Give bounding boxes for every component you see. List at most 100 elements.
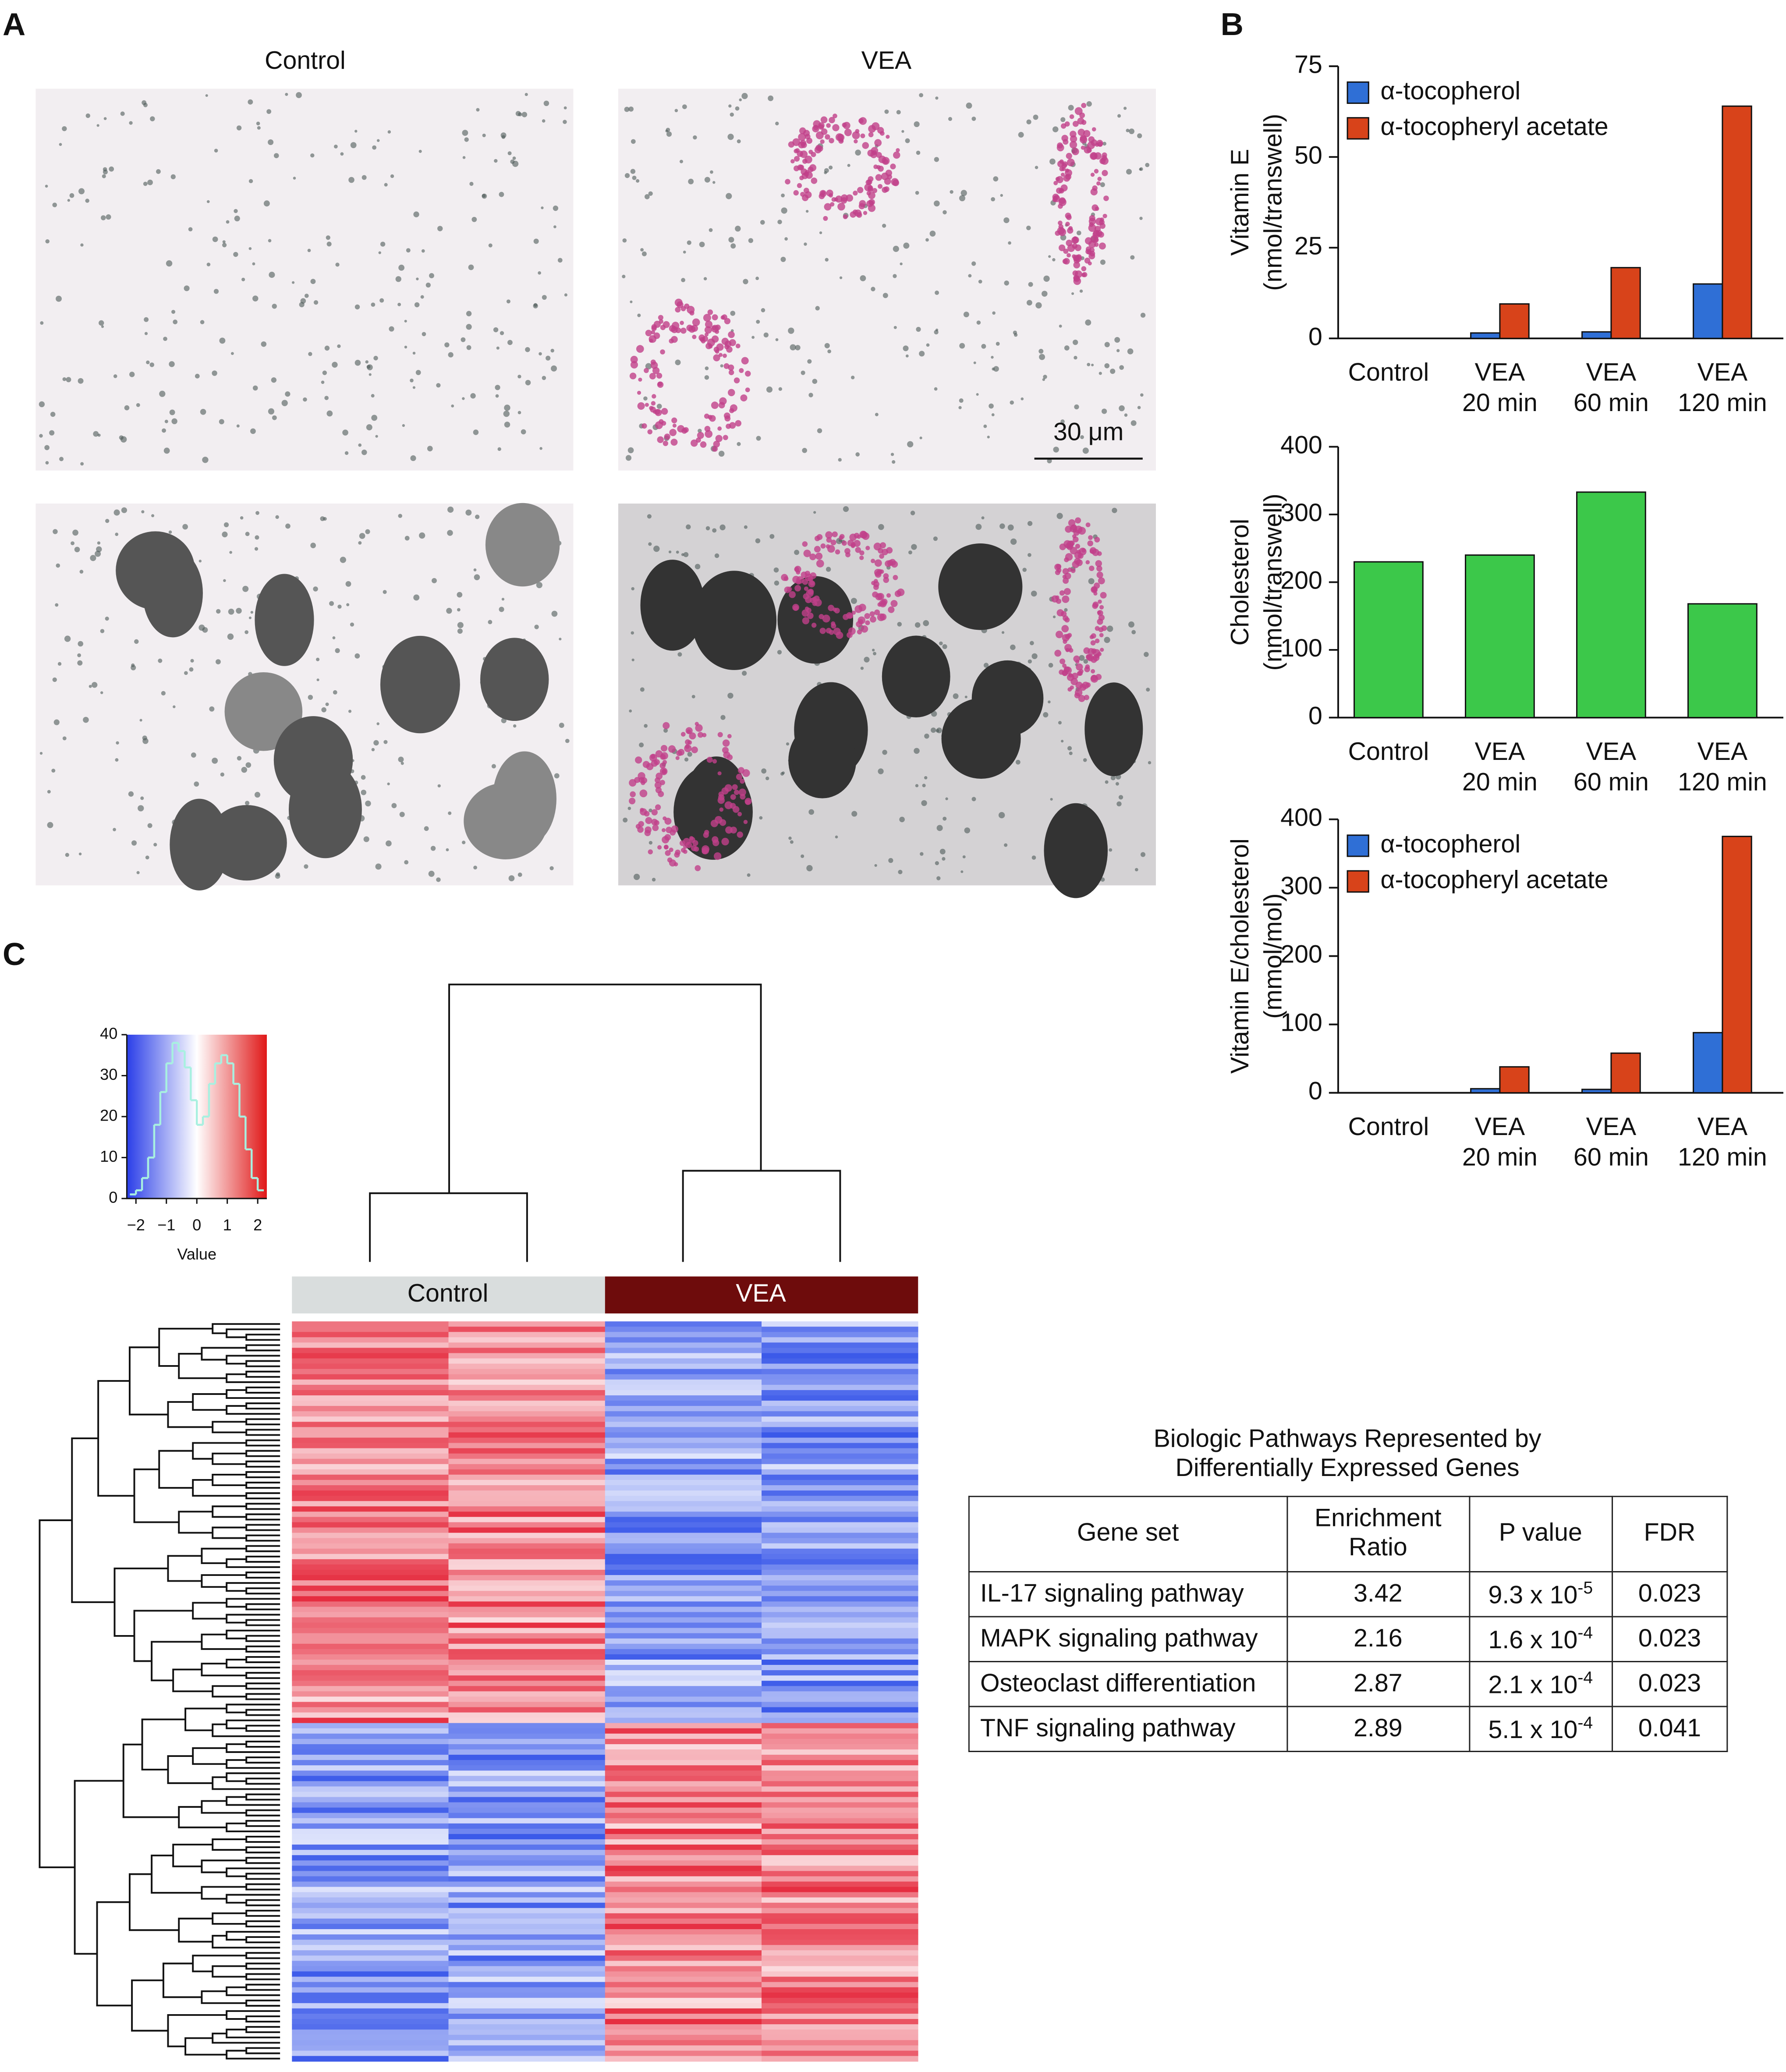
lipid-droplet xyxy=(831,197,836,202)
lipid-droplet xyxy=(630,361,638,369)
lipid-droplet xyxy=(1058,224,1063,229)
heatmap-row xyxy=(762,2024,918,2030)
lipid-droplet xyxy=(739,368,744,373)
speck xyxy=(101,215,106,220)
heatmap-row xyxy=(448,2003,606,2009)
lipid-droplet xyxy=(657,436,664,443)
row-dendrogram xyxy=(212,1323,280,1334)
lipid-droplet xyxy=(824,203,832,211)
lipid-droplet xyxy=(829,117,835,124)
panel-label: C xyxy=(3,937,25,972)
heatmap-row xyxy=(762,1437,918,1444)
heatmap-row xyxy=(292,1744,449,1750)
speck xyxy=(361,775,366,780)
speck xyxy=(212,370,217,376)
heatmap-row xyxy=(762,2051,918,2057)
speck xyxy=(625,455,632,461)
speck xyxy=(759,816,763,820)
heatmap-row xyxy=(292,1622,449,1629)
speck xyxy=(77,653,81,657)
speck xyxy=(316,657,320,661)
speck xyxy=(1117,114,1121,118)
y-tick-label: 0 xyxy=(1308,323,1322,351)
heatmap-row xyxy=(448,1781,606,1787)
heatmap-row xyxy=(292,1384,449,1391)
heatmap-row xyxy=(292,1828,449,1834)
heatmap-row xyxy=(762,1892,918,1898)
heatmap-row xyxy=(762,1738,918,1745)
speck xyxy=(1069,751,1073,756)
heatmap-row xyxy=(605,1427,762,1433)
heatmap-row xyxy=(448,1548,606,1554)
lipid-droplet xyxy=(691,746,698,753)
heatmap-row xyxy=(448,2056,606,2062)
lipid-droplet xyxy=(657,381,663,387)
heatmap-row xyxy=(605,1601,762,1607)
heatmap-row xyxy=(605,1696,762,1703)
speck xyxy=(268,408,275,415)
table-cell: 5.1 x 10-4 xyxy=(1468,1706,1613,1753)
heatmap-row xyxy=(762,1643,918,1650)
speck xyxy=(1101,408,1107,414)
lipid-droplet xyxy=(663,321,670,328)
heatmap-row xyxy=(448,1765,606,1771)
speck xyxy=(1130,420,1137,426)
heatmap-row xyxy=(605,1940,762,1946)
heatmap-row xyxy=(448,1871,606,1877)
speck xyxy=(390,174,394,178)
speck xyxy=(539,352,542,356)
lipid-droplet xyxy=(1097,141,1103,147)
heatmap-row xyxy=(292,1686,449,1692)
speck xyxy=(162,428,166,433)
speck xyxy=(335,263,340,267)
heatmap-row xyxy=(292,1691,449,1697)
heatmap-row xyxy=(448,1918,606,1924)
heatmap-row xyxy=(448,1955,606,1962)
heatmap-row xyxy=(605,1638,762,1644)
speck xyxy=(131,663,135,667)
speck xyxy=(448,811,452,815)
lipid-droplet xyxy=(734,377,740,383)
legend-label: α-tocopherol xyxy=(1380,77,1520,105)
speck xyxy=(934,157,939,162)
lipid-droplet xyxy=(820,139,825,144)
lipid-droplet xyxy=(819,614,824,619)
lipid-droplet xyxy=(853,190,858,196)
heatmap-row xyxy=(448,1881,606,1888)
lipid-droplet xyxy=(712,446,718,452)
heatmap-row xyxy=(762,1496,918,1502)
lipid-droplet xyxy=(659,319,663,324)
speck xyxy=(397,302,401,306)
table-cell: 1.6 x 10-4 xyxy=(1468,1616,1613,1663)
speck xyxy=(1074,356,1077,360)
speck xyxy=(703,277,707,280)
heatmap-row xyxy=(762,1866,918,1872)
speck xyxy=(756,436,761,441)
speck xyxy=(209,706,215,712)
legend-label: α-tocopheryl acetate xyxy=(1380,113,1608,141)
lipid-droplet xyxy=(647,429,652,435)
lipid-droplet xyxy=(660,745,668,752)
bar xyxy=(1722,105,1752,339)
row-dendrogram xyxy=(226,1659,280,1669)
legend-swatch xyxy=(1347,834,1369,857)
speck xyxy=(652,878,656,882)
lipid-droplet xyxy=(1065,553,1073,561)
heatmap-row xyxy=(605,1776,762,1782)
row-dendrogram xyxy=(245,1603,280,1611)
speck xyxy=(476,108,480,112)
speck xyxy=(826,567,831,572)
speck xyxy=(334,145,338,149)
lipid-droplet xyxy=(1099,223,1106,229)
heatmap-row xyxy=(762,1987,918,1993)
heatmap-row xyxy=(292,1395,449,1401)
speck xyxy=(916,326,921,332)
speck xyxy=(78,641,84,647)
speck xyxy=(641,251,647,256)
speck xyxy=(1145,163,1150,167)
lipid-droplet xyxy=(1096,571,1103,578)
exponent: -4 xyxy=(1577,1667,1593,1687)
speck xyxy=(1102,142,1106,146)
heatmap-row xyxy=(448,2051,606,2057)
heatmap-row xyxy=(762,1432,918,1438)
